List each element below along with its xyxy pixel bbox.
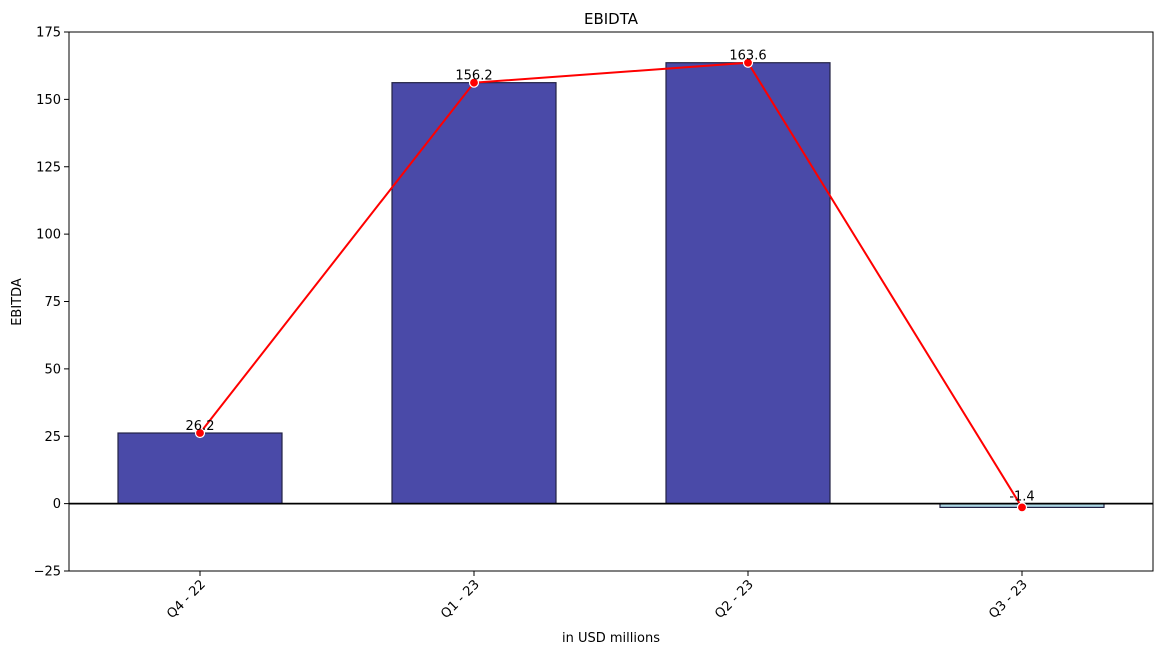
x-axis-title: in USD millions bbox=[562, 631, 660, 646]
y-tick-label-9: 175 bbox=[36, 26, 61, 41]
y-axis-title: EBITDA bbox=[10, 278, 25, 326]
line-marker-3 bbox=[742, 57, 754, 68]
data-label-4: -1.4 bbox=[1009, 490, 1034, 505]
y-tick-label-4: 50 bbox=[44, 362, 61, 377]
y-tick-label-5: 75 bbox=[44, 295, 61, 310]
data-label-3: 163.6 bbox=[729, 49, 766, 64]
y-tick-label-6: 100 bbox=[36, 228, 61, 243]
bar-1 bbox=[117, 432, 283, 505]
x-tick-label-1: Q4 - 22 bbox=[164, 577, 209, 622]
bar-2 bbox=[391, 82, 557, 505]
x-tick-label-4: Q3 - 23 bbox=[986, 577, 1031, 622]
line-marker-2 bbox=[468, 77, 480, 88]
data-label-1: 26.2 bbox=[186, 419, 215, 434]
trend-line bbox=[199, 61, 1023, 508]
y-tick-label-1: −25 bbox=[34, 565, 61, 580]
y-tick-label-3: 25 bbox=[44, 430, 61, 445]
data-label-2: 156.2 bbox=[455, 69, 492, 84]
line-marker-1 bbox=[194, 427, 206, 439]
bar-3 bbox=[665, 62, 831, 505]
y-tick-label-7: 125 bbox=[36, 160, 61, 175]
y-tick-label-8: 150 bbox=[36, 93, 61, 108]
y-tick-label-2: 0 bbox=[53, 497, 61, 512]
line-marker-4 bbox=[1016, 502, 1028, 513]
chart-title: EBIDTA bbox=[584, 10, 639, 28]
x-tick-label-2: Q1 - 23 bbox=[438, 577, 483, 622]
plot-area: 26.2 156.2 163.6 -1.4 −25 0 25 50 75 100 125 150 175… bbox=[34, 26, 1154, 622]
x-tick-label-3: Q2 - 23 bbox=[712, 577, 757, 622]
